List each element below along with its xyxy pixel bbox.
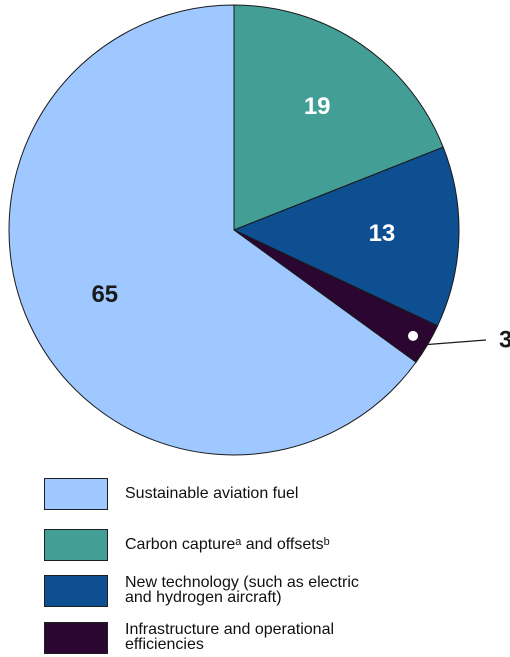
data-label-infrastructure-and-operational-efficiencies: 3 [499, 326, 510, 353]
pie-labels: 19 13 3 65 [91, 93, 510, 353]
small-slice-marker [408, 330, 419, 341]
legend-label-sustainable-aviation-fuel: Sustainable aviation fuel [125, 485, 299, 502]
legend-item-new-technology: New technology (such as electric and hyd… [44, 575, 464, 609]
legend-swatch-carbon-capture-and-offsets [44, 529, 108, 561]
legend-label-infrastructure-and-operational-efficiencies: Infrastructure and operational efficienc… [125, 621, 335, 653]
legend-item-sustainable-aviation-fuel: Sustainable aviation fuel [44, 478, 464, 512]
legend-label-carbon-capture-and-offsets: Carbon captureᵃ and offsetsᵇ [125, 536, 330, 553]
legend-label-new-technology: New technology (such as electric and hyd… [125, 574, 359, 606]
pie-slice-sustainable-aviation-fuel [8, 4, 417, 456]
pie-slice-new-technology-such-as-electric-and-hydrogen-aircraft [232, 146, 460, 327]
data-label-carbon-capture-and-offsets: 19 [304, 93, 331, 120]
legend-swatch-infrastructure-and-operational-efficiencies [44, 622, 108, 654]
pie-slices [8, 4, 460, 456]
data-label-new-technology-such-as-electric-and-hydrogen-aircraft: 13 [369, 220, 396, 247]
small-slice-leader-line [427, 339, 487, 346]
legend-item-infrastructure-and-operational-efficiencies: Infrastructure and operational efficienc… [44, 622, 464, 656]
data-label-sustainable-aviation-fuel: 65 [91, 281, 118, 308]
pie-slice-carbon-capture-and-offsets [233, 4, 444, 231]
legend-swatch-sustainable-aviation-fuel [44, 478, 108, 510]
legend-swatch-new-technology [44, 575, 108, 607]
legend-item-carbon-capture-and-offsets: Carbon captureᵃ and offsetsᵇ [44, 529, 464, 563]
